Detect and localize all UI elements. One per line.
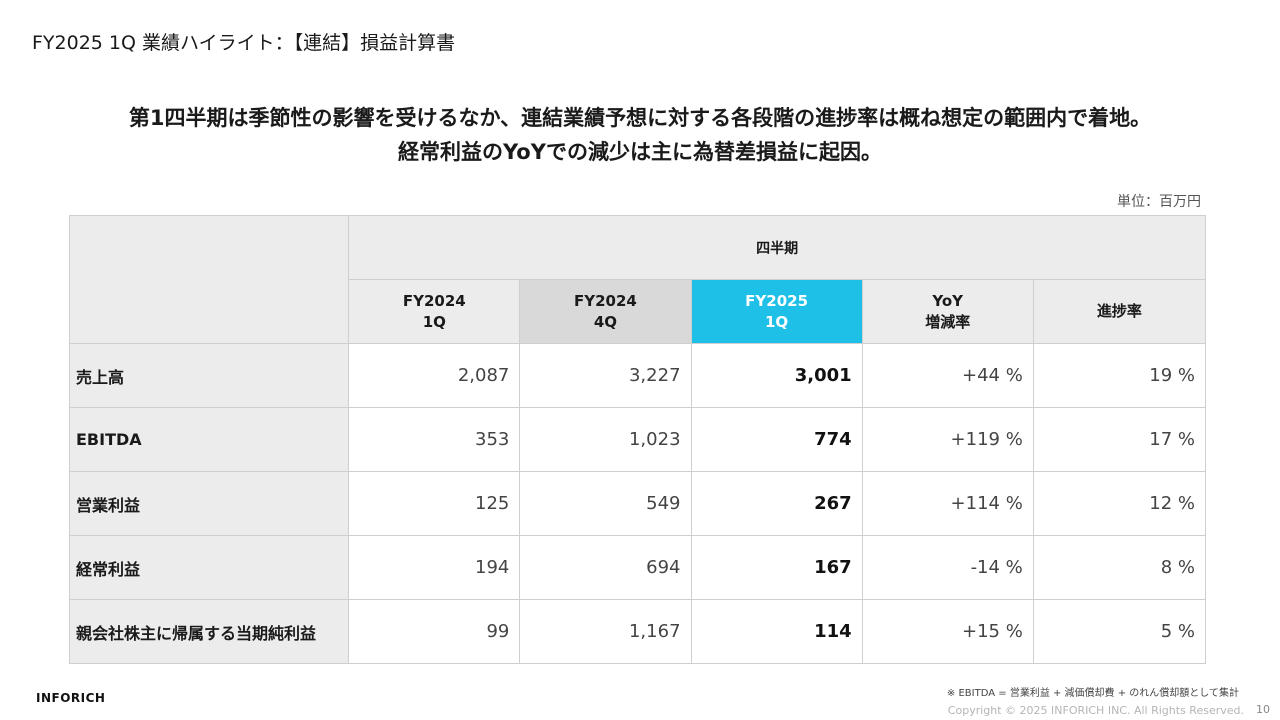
cell-fy2024-4q: 1,167: [519, 599, 692, 664]
row-label: 営業利益: [68, 471, 350, 536]
cell-fy2024-4q: 549: [519, 471, 692, 536]
col-header-progress: 進捗率: [1032, 279, 1207, 344]
quarter-group-header: 四半期: [348, 215, 1206, 280]
cell-fy2024-1q: 353: [348, 407, 521, 472]
copyright-text: Copyright © 2025 INFORICH INC. All Right…: [947, 704, 1244, 717]
row-label: 経常利益: [68, 535, 350, 600]
cell-fy2025-1q: 114: [690, 599, 863, 664]
table-header-row-group: 四半期: [68, 215, 1206, 344]
col-header-line1: FY2025: [745, 291, 809, 310]
company-logo: INFORICH: [36, 691, 106, 705]
cell-fy2024-1q: 99: [348, 599, 521, 664]
table-corner-cell: [68, 215, 350, 344]
cell-progress: 5 %: [1032, 599, 1207, 664]
cell-progress: 17 %: [1032, 407, 1207, 472]
table-row: 売上高 2,087 3,227 3,001 +44 % 19 %: [68, 343, 1207, 408]
slide-title: FY2025 1Q 業績ハイライト：【連結】損益計算書: [32, 32, 456, 54]
cell-yoy: +119 %: [861, 407, 1034, 472]
headline-line-2: 経常利益のYoYでの減少は主に為替差損益に起因。: [398, 140, 882, 164]
col-header-line1: FY2024: [574, 291, 637, 310]
col-header-line2: 4Q: [593, 312, 618, 331]
col-header-line1: YoY: [932, 291, 964, 310]
page-number: 10: [1256, 703, 1270, 716]
col-header-line2: 1Q: [422, 312, 446, 331]
cell-fy2024-4q: 3,227: [519, 343, 692, 408]
row-label: EBITDA: [68, 407, 350, 472]
cell-fy2024-4q: 694: [519, 535, 692, 600]
cell-yoy: -14 %: [861, 535, 1034, 600]
col-header-line1: FY2024: [402, 291, 466, 310]
income-statement-table: 四半期 FY2024 1Q FY2024 4Q FY2025 1Q YoY 増減…: [68, 215, 1207, 664]
table-row: EBITDA 353 1,023 774 +119 % 17 %: [68, 407, 1207, 472]
cell-progress: 12 %: [1032, 471, 1207, 536]
row-label: 親会社株主に帰属する当期純利益: [68, 599, 350, 664]
col-header-fy2024-1q: FY2024 1Q: [348, 279, 521, 344]
col-header-yoy: YoY 増減率: [861, 279, 1034, 344]
table-header-row-columns: FY2024 1Q FY2024 4Q FY2025 1Q YoY 増減率 進捗…: [70, 279, 1207, 344]
row-label: 売上高: [68, 343, 350, 408]
headline-line-1: 第1四半期は季節性の影響を受けるなか、連結業績予想に対する各段階の進捗率は概ね想…: [128, 106, 1152, 130]
cell-progress: 19 %: [1032, 343, 1207, 408]
table-row: 経常利益 194 694 167 -14 % 8 %: [68, 535, 1207, 600]
cell-fy2024-1q: 125: [348, 471, 521, 536]
table-row: 親会社株主に帰属する当期純利益 99 1,167 114 +15 % 5 %: [68, 599, 1207, 664]
cell-progress: 8 %: [1032, 535, 1207, 600]
col-header-fy2025-1q: FY2025 1Q: [690, 279, 863, 344]
cell-fy2025-1q: 774: [690, 407, 863, 472]
cell-fy2025-1q: 3,001: [690, 343, 863, 408]
cell-yoy: +44 %: [861, 343, 1034, 408]
col-header-line2: 1Q: [764, 312, 789, 331]
ebitda-footnote: ※ EBITDA = 営業利益 + 減価償却費 + のれん償却額として集計: [946, 688, 1239, 699]
cell-fy2024-4q: 1,023: [519, 407, 692, 472]
col-header-line2: 増減率: [925, 312, 971, 331]
col-header-fy2024-4q: FY2024 4Q: [519, 279, 692, 344]
col-header-line1: 進捗率: [1096, 302, 1142, 320]
cell-fy2024-1q: 194: [348, 535, 521, 600]
cell-yoy: +15 %: [861, 599, 1034, 664]
unit-label: 単位：百万円: [1117, 194, 1201, 210]
table-row: 営業利益 125 549 267 +114 % 12 %: [68, 471, 1207, 536]
cell-fy2025-1q: 167: [690, 535, 863, 600]
cell-yoy: +114 %: [861, 471, 1034, 536]
cell-fy2025-1q: 267: [690, 471, 863, 536]
cell-fy2024-1q: 2,087: [348, 343, 521, 408]
